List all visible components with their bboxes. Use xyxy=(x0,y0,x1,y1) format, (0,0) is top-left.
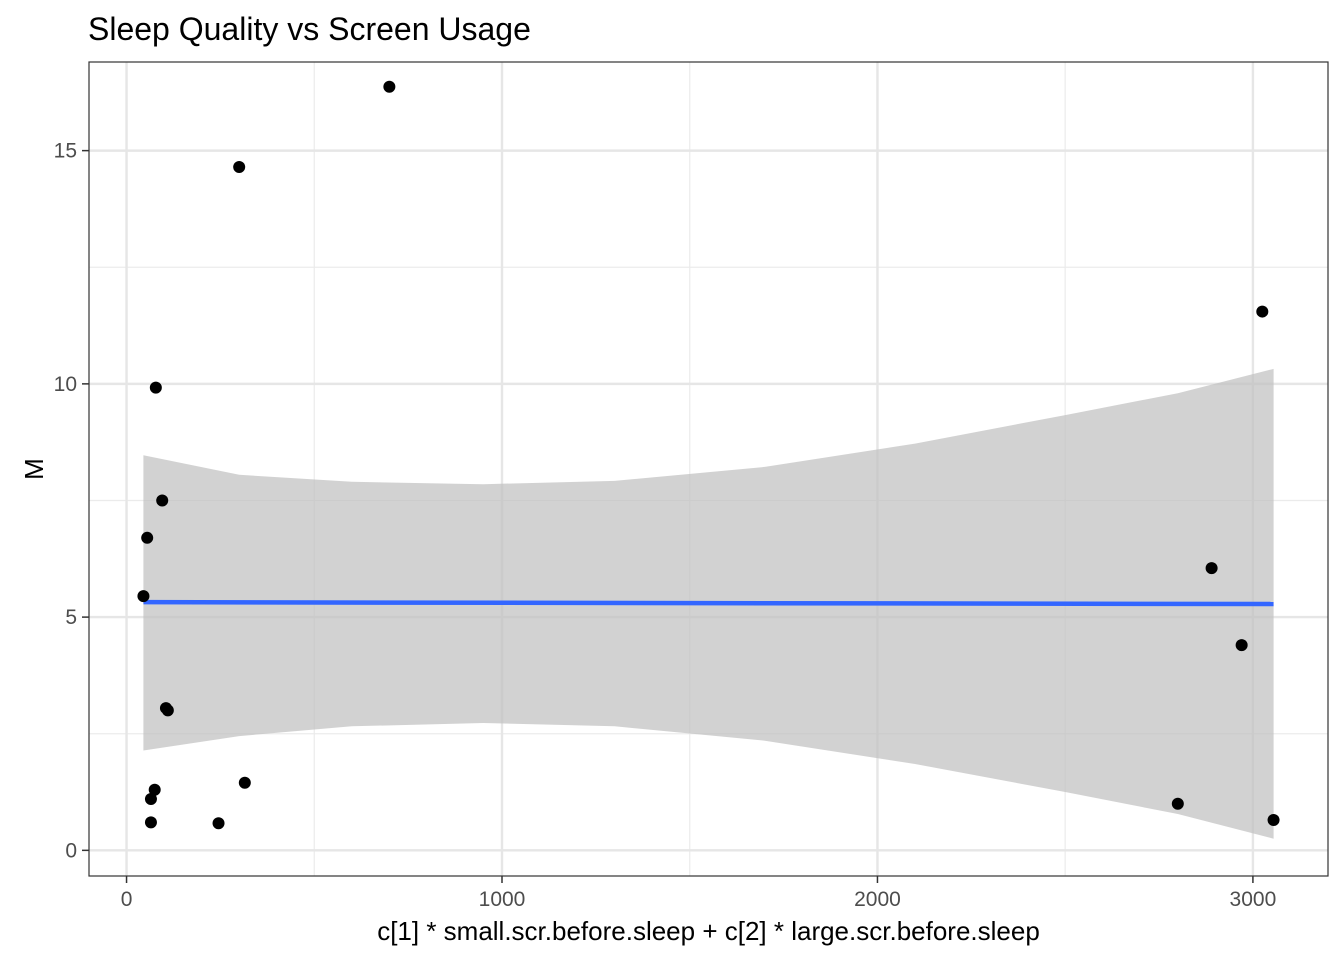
data-point xyxy=(1235,639,1248,652)
y-tick-label: 15 xyxy=(54,140,77,163)
data-point xyxy=(1256,305,1269,318)
plot-panel xyxy=(88,61,1329,877)
data-point xyxy=(212,817,225,830)
y-tick-label: 10 xyxy=(54,373,77,396)
data-point xyxy=(156,494,169,507)
data-point xyxy=(1171,797,1184,810)
data-point xyxy=(144,816,157,829)
data-point xyxy=(144,793,157,806)
x-axis-label: c[1] * small.scr.before.sleep + c[2] * l… xyxy=(377,916,1040,946)
data-point xyxy=(161,704,174,717)
y-axis: 0 5 10 15 xyxy=(54,140,89,862)
x-tick-label: 0 xyxy=(121,888,133,911)
data-point xyxy=(141,531,154,544)
data-point xyxy=(238,776,251,789)
x-tick-label: 2000 xyxy=(854,888,901,911)
data-point xyxy=(148,783,161,796)
x-tick-label: 3000 xyxy=(1230,888,1277,911)
y-axis-label: M xyxy=(19,458,49,480)
x-axis: 0 1000 2000 3000 xyxy=(121,876,1277,911)
data-point xyxy=(233,160,246,173)
y-tick-label: 5 xyxy=(65,606,77,629)
data-point xyxy=(1267,814,1280,827)
data-point xyxy=(149,381,162,394)
data-point xyxy=(383,80,396,93)
regression-line xyxy=(143,599,1274,607)
data-points xyxy=(137,80,1280,830)
panel-border xyxy=(88,61,1329,877)
data-point xyxy=(137,590,150,603)
data-point xyxy=(1205,562,1218,575)
x-tick-label: 1000 xyxy=(479,888,526,911)
chart-title: Sleep Quality vs Screen Usage xyxy=(88,11,531,47)
y-tick-label: 0 xyxy=(65,839,77,862)
